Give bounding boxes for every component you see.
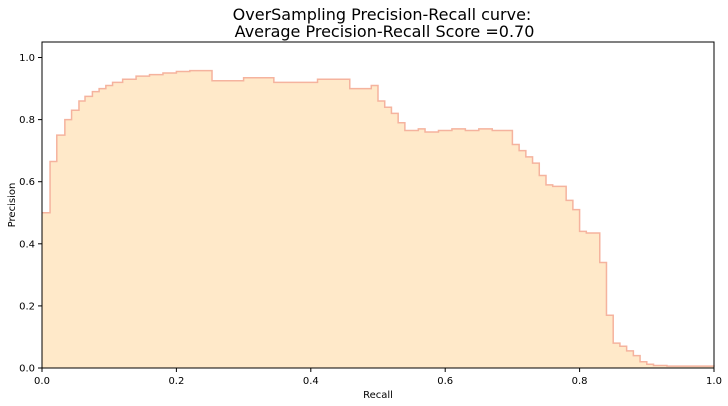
y-tick-label: 1.0	[19, 53, 35, 64]
y-tick-label: 0.2	[19, 301, 35, 312]
y-tick-label: 0.6	[19, 177, 35, 188]
precision-area-fill	[42, 70, 714, 368]
x-tick-label: 0.8	[572, 376, 588, 387]
x-tick-label: 1.0	[706, 376, 722, 387]
y-tick-label: 0.4	[19, 239, 35, 250]
x-tick-label: 0.6	[437, 376, 453, 387]
x-axis-label: Recall	[363, 390, 393, 401]
y-tick-label: 0.0	[19, 364, 35, 375]
plot-area	[42, 69, 715, 368]
precision-recall-line	[42, 69, 715, 367]
x-tick-label: 0.4	[303, 376, 319, 387]
x-tick-label: 0.2	[168, 376, 184, 387]
x-axis: 0.0 0.2 0.4 0.6 0.8 1.0	[34, 368, 722, 387]
x-tick-label: 0.0	[34, 376, 50, 387]
y-axis: 0.0 0.2 0.4 0.6 0.8 1.0	[19, 53, 42, 375]
y-tick-label: 0.8	[19, 115, 35, 126]
chart-title-line1: OverSampling Precision-Recall curve:	[233, 5, 532, 24]
y-axis-label: Precision	[7, 183, 18, 228]
chart-title-line2: Average Precision-Recall Score =0.70	[230, 22, 535, 41]
plot-frame	[41, 41, 715, 369]
